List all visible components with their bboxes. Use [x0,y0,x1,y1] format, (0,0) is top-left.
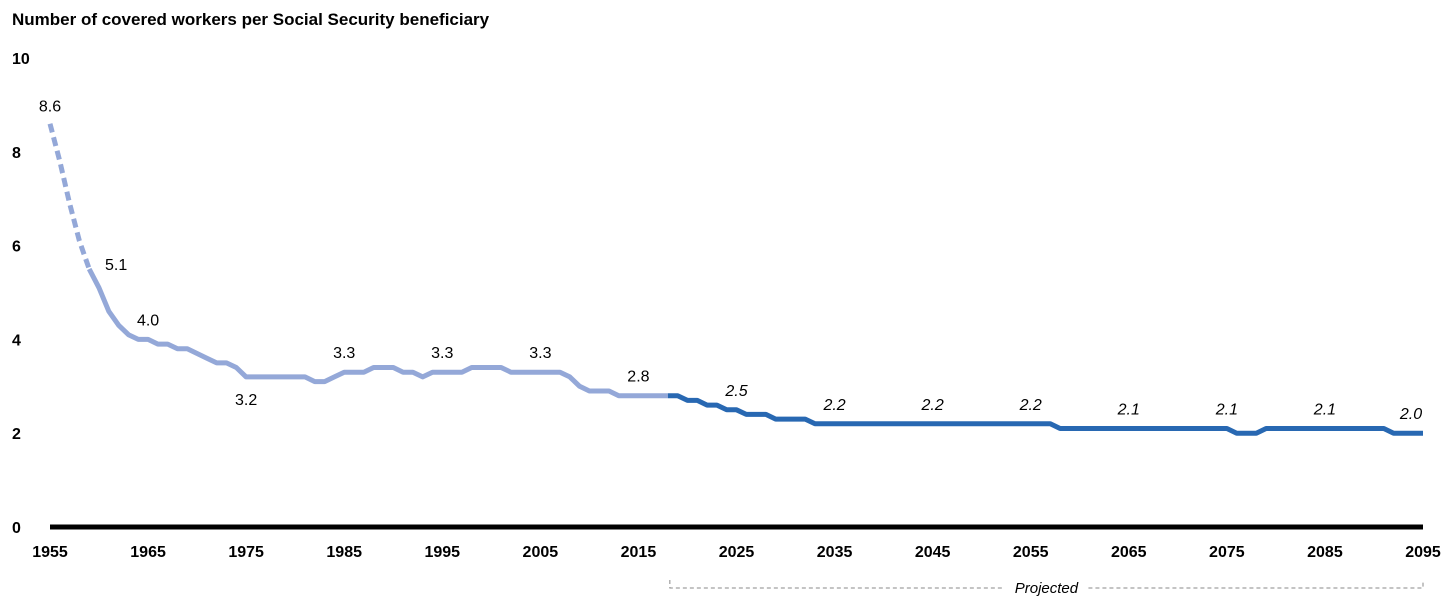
data-label: 3.2 [235,392,257,409]
y-axis-ticks: 0 2 4 6 8 10 [12,51,30,537]
x-tick-label: 2075 [1209,544,1245,561]
x-tick-label: 2025 [719,544,755,561]
x-tick-label: 1995 [424,544,460,561]
chart-title: Number of covered workers per Social Sec… [12,10,490,29]
y-tick-label: 6 [12,239,21,256]
x-tick-label: 1985 [326,544,362,561]
data-label: 2.2 [1019,397,1042,414]
data-labels: 8.6 5.1 4.0 3.2 3.3 3.3 3.3 2.8 2.5 2.2 2.2 2.2 2.1 2… [39,99,1422,424]
data-label: 3.3 [431,345,453,362]
series-line-solid [86,267,668,399]
data-label: 2.2 [921,397,944,414]
x-tick-label: 1975 [228,544,264,561]
data-label: 2.2 [822,397,845,414]
projected-bracket-right [1088,580,1424,589]
y-tick-label: 0 [12,520,21,537]
data-label: 3.3 [529,345,551,362]
x-tick-label: 2055 [1013,544,1049,561]
data-label: 3.3 [333,345,355,362]
data-label: 2.1 [1313,402,1336,419]
x-tick-label: 2015 [621,544,657,561]
data-label: 2.8 [627,369,649,386]
data-label: 8.6 [39,99,61,116]
y-tick-label: 10 [12,51,30,68]
y-tick-label: 2 [12,426,21,443]
x-tick-label: 2045 [915,544,951,561]
projected-bracket: Projected [669,580,1424,597]
x-tick-label: 2005 [523,544,559,561]
x-tick-label: 2085 [1307,544,1343,561]
projected-bracket-left [669,580,1005,589]
x-axis-ticks: 1955 1965 1975 1985 1995 2005 2015 2025 2035 2045… [32,544,1441,561]
x-tick-label: 2065 [1111,544,1147,561]
x-tick-label: 1955 [32,544,68,561]
x-tick-label: 2095 [1405,544,1441,561]
x-tick-label: 1965 [130,544,166,561]
y-tick-label: 8 [12,145,21,162]
y-tick-label: 4 [12,332,21,349]
series-line-projected [667,393,1423,436]
data-label: 2.1 [1215,402,1238,419]
data-label: 2.1 [1117,402,1140,419]
projected-label: Projected [1015,580,1079,597]
series-lines [47,123,1423,436]
data-label: 2.0 [1399,406,1422,423]
series-line-dashed [47,123,92,270]
x-tick-label: 2035 [817,544,853,561]
data-label: 5.1 [105,257,127,274]
data-label: 4.0 [137,312,159,329]
data-label: 2.5 [724,383,747,400]
